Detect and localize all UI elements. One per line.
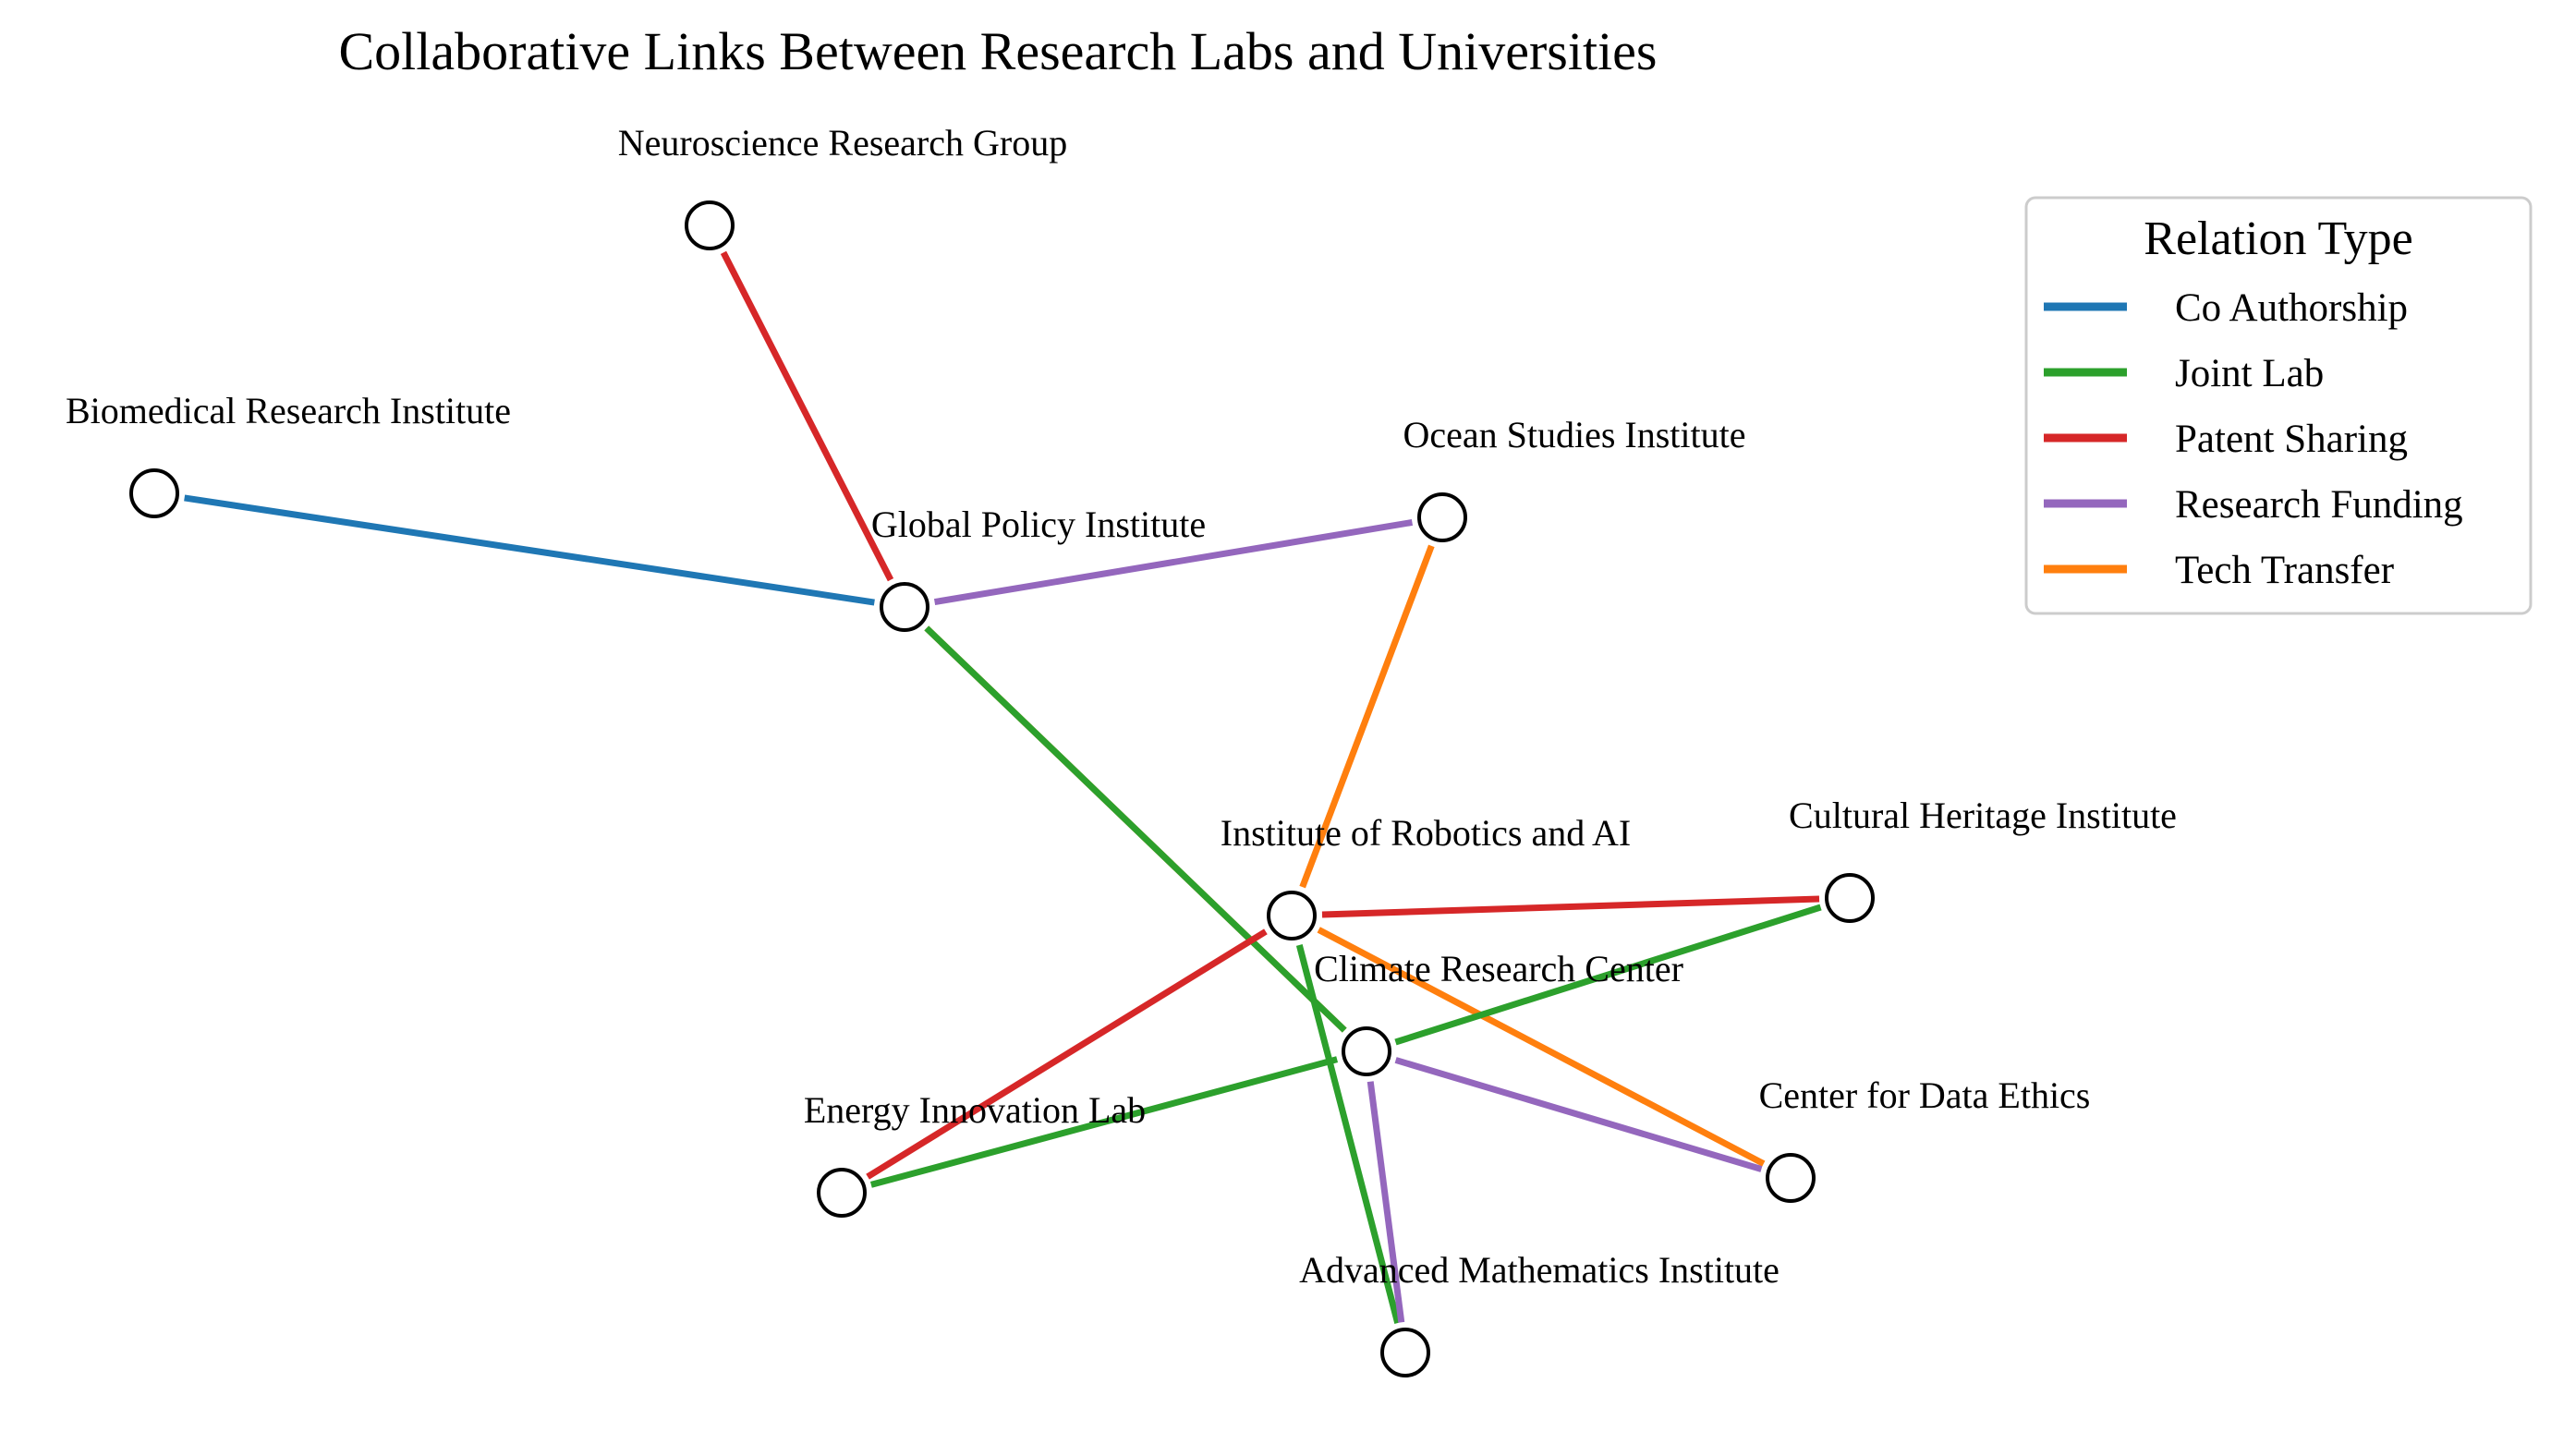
edge-climate-math-research-funding <box>1367 1081 1405 1323</box>
node-math[interactable] <box>1380 1328 1430 1377</box>
legend-label-tech-transfer: Tech Transfer <box>2175 549 2394 592</box>
legend-label-patent-sharing: Patent Sharing <box>2175 418 2408 461</box>
legend-label-joint-lab: Joint Lab <box>2175 352 2324 395</box>
node-label-heritage: Cultural Heritage Institute <box>1789 795 2177 836</box>
node-label-ocean: Ocean Studies Institute <box>1403 414 1745 455</box>
node-label-biomed: Biomedical Research Institute <box>66 390 511 431</box>
chart-title: Collaborative Links Between Research Lab… <box>338 21 1657 81</box>
edge-robotics-heritage-patent-sharing <box>1321 895 1820 918</box>
legend-label-co-authorship: Co Authorship <box>2175 286 2408 330</box>
node-energy[interactable] <box>817 1168 867 1218</box>
edge-climate-ethics-research-funding <box>1394 1057 1763 1172</box>
legend: Relation Type Co Authorship Joint Lab Pate… <box>2024 196 2533 615</box>
node-heritage[interactable] <box>1825 873 1875 923</box>
node-label-neuro: Neuroscience Research Group <box>618 122 1067 164</box>
edge-biomed-policy-co-authorship <box>184 494 875 606</box>
node-label-robotics: Institute of Robotics and AI <box>1221 812 1631 854</box>
node-neuro[interactable] <box>685 200 735 250</box>
node-robotics[interactable] <box>1267 891 1317 940</box>
edge-policy-climate-joint-lab <box>924 625 1347 1033</box>
node-label-math: Advanced Mathematics Institute <box>1299 1249 1780 1291</box>
edge-robotics-energy-patent-sharing <box>866 928 1268 1180</box>
nodes-layer <box>129 200 1875 1377</box>
node-policy[interactable] <box>880 582 929 632</box>
labels-layer: Neuroscience Research Group Biomedical Re… <box>66 122 2177 1291</box>
node-label-policy: Global Policy Institute <box>871 504 1206 545</box>
legend-title: Relation Type <box>2144 212 2412 265</box>
node-ethics[interactable] <box>1766 1153 1816 1203</box>
node-climate[interactable] <box>1342 1026 1391 1076</box>
node-label-ethics: Center for Data Ethics <box>1759 1074 2091 1116</box>
node-ocean[interactable] <box>1417 492 1467 542</box>
edge-climate-energy-joint-lab <box>869 1056 1339 1188</box>
edge-robotics-math-joint-lab <box>1295 944 1402 1324</box>
edge-ocean-robotics-tech-transfer <box>1299 544 1435 889</box>
edge-climate-heritage-joint-lab <box>1394 904 1822 1046</box>
legend-items: Co Authorship Joint Lab Patent Sharing Rese… <box>2044 286 2463 592</box>
node-biomed[interactable] <box>129 468 179 518</box>
legend-label-research-funding: Research Funding <box>2175 483 2463 527</box>
node-label-energy: Energy Innovation Lab <box>804 1089 1146 1131</box>
edges-layer <box>184 250 1822 1324</box>
legend-frame <box>2024 196 2533 615</box>
edge-policy-ocean-research-funding <box>933 518 1414 606</box>
edge-robotics-ethics-tech-transfer <box>1317 927 1766 1167</box>
edge-neuro-policy-patent-sharing <box>720 250 894 582</box>
node-label-climate: Climate Research Center <box>1314 948 1683 989</box>
